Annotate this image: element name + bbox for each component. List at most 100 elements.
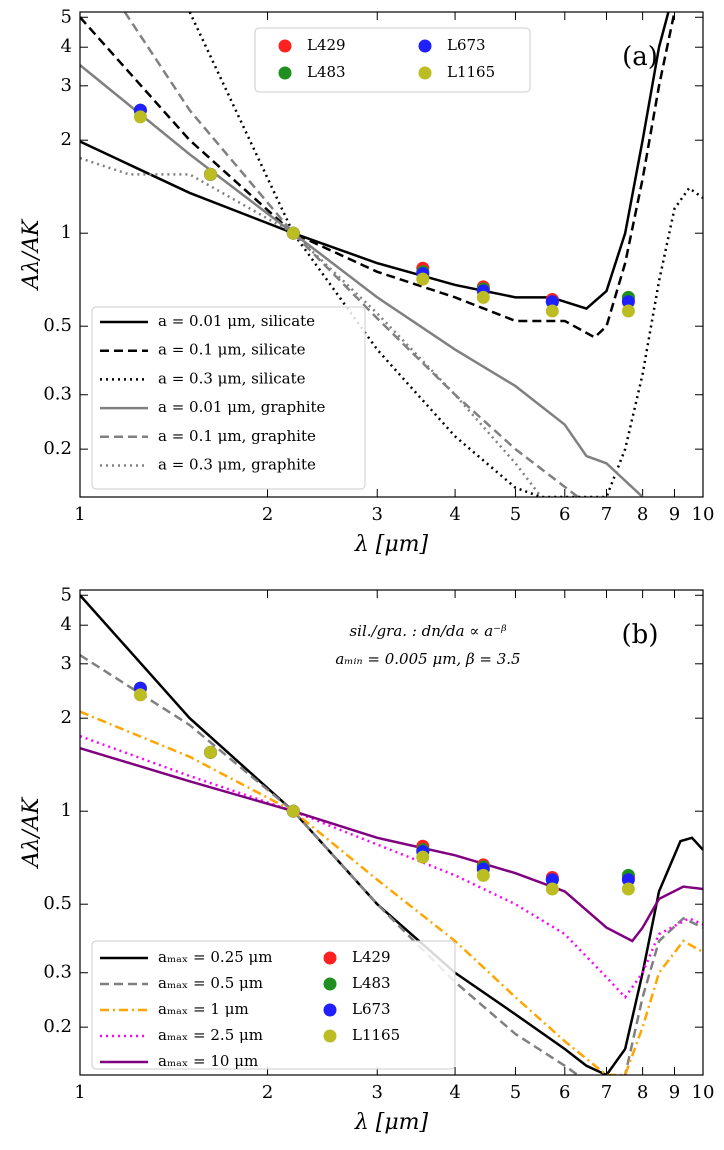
legend-box	[91, 940, 456, 1070]
data-point	[545, 304, 559, 318]
legend-label: a = 0.01 μm, graphite	[158, 398, 326, 416]
legend-label: a = 0.01 μm, silicate	[158, 312, 315, 330]
legend-marker	[418, 66, 432, 80]
x-tick-label: 9	[669, 1082, 680, 1103]
legend-label: a = 0.1 μm, silicate	[158, 341, 306, 359]
x-tick-label: 1	[74, 1082, 85, 1103]
data-point	[621, 304, 635, 318]
line-series	[188, 12, 703, 497]
annotation: aₘᵢₙ = 0.005 μm, β = 3.5	[335, 650, 520, 668]
data-point	[133, 688, 147, 702]
legend-label: aₘₐₓ = 0.5 μm	[158, 974, 263, 992]
x-axis-label: λ [μm]	[354, 1110, 429, 1135]
legend-marker	[323, 1029, 337, 1043]
data-point	[204, 745, 218, 759]
line-series	[80, 654, 703, 1075]
y-tick-label: 5	[61, 584, 72, 605]
x-tick-label: 9	[669, 504, 680, 525]
y-tick-label: 0.2	[43, 1016, 72, 1037]
panel-label: (a)	[622, 42, 658, 72]
legend-label: aₘₐₓ = 1 μm	[158, 1000, 249, 1018]
legend-marker	[323, 951, 337, 965]
legend-marker	[278, 39, 292, 53]
y-tick-label: 4	[61, 614, 72, 635]
data-point	[286, 226, 300, 240]
legend-label: a = 0.3 μm, silicate	[158, 369, 306, 387]
data-point	[133, 110, 147, 124]
y-tick-label: 1	[61, 222, 72, 243]
x-axis-label: λ [μm]	[354, 532, 429, 557]
y-tick-label: 3	[61, 75, 72, 96]
x-tick-label: 8	[637, 1082, 648, 1103]
y-tick-label: 4	[61, 36, 72, 57]
legend-label: L1165	[447, 63, 495, 81]
legend-label: aₘₐₓ = 0.25 μm	[158, 948, 273, 966]
y-tick-label: 3	[61, 653, 72, 674]
x-tick-label: 7	[601, 1082, 612, 1103]
x-tick-label: 3	[372, 1082, 383, 1103]
panel: 1 2 3 4 5 6 7 8 9 10 0.2 0.3 0.5 1 2 3 4 5 λ [μm] Aλ/AK (b) s…	[19, 584, 714, 1135]
y-tick-label: 0.2	[43, 438, 72, 459]
x-tick-label: 7	[601, 504, 612, 525]
legend-label: L483	[307, 63, 346, 81]
legend-label: L483	[352, 974, 391, 992]
legend-marker	[418, 39, 432, 53]
legend-box	[254, 27, 531, 93]
x-tick-label: 4	[449, 504, 460, 525]
x-tick-label: 8	[637, 504, 648, 525]
x-tick-label: 1	[74, 504, 85, 525]
data-point	[545, 873, 559, 887]
y-tick-label: 0.3	[43, 962, 72, 983]
x-tick-label: 5	[510, 1082, 521, 1103]
y-axis-label: Aλ/AK	[19, 218, 44, 291]
legend-marker	[323, 1003, 337, 1017]
data-point	[286, 804, 300, 818]
plot-area	[80, 594, 703, 1075]
legend-label: aₘₐₓ = 2.5 μm	[158, 1026, 263, 1044]
legend-box	[91, 306, 366, 490]
data-point	[545, 295, 559, 309]
data-point	[545, 882, 559, 896]
legend-label: L673	[447, 36, 486, 54]
line-series	[80, 746, 703, 943]
y-tick-label: 0.5	[43, 893, 72, 914]
plot-area	[80, 12, 703, 497]
data-point	[416, 850, 430, 864]
frame	[79, 589, 704, 1076]
line-series	[80, 734, 703, 1000]
y-tick-label: 5	[61, 6, 72, 27]
x-tick-label: 10	[692, 1082, 715, 1103]
legend-marker	[278, 66, 292, 80]
data-point	[621, 295, 635, 309]
data-point	[416, 272, 430, 286]
frame	[79, 11, 704, 498]
x-tick-label: 2	[262, 504, 273, 525]
y-tick-label: 0.5	[43, 315, 72, 336]
y-axis-label: Aλ/AK	[19, 796, 44, 869]
line-series	[123, 12, 579, 497]
annotation: sil./gra. : dn/da ∝ a⁻ᵝ	[349, 622, 507, 640]
legend-label: a = 0.1 μm, graphite	[158, 427, 316, 445]
legend-marker	[323, 977, 337, 991]
y-tick-label: 0.3	[43, 384, 72, 405]
data-point	[204, 167, 218, 181]
legend-label: a = 0.3 μm, graphite	[158, 456, 316, 474]
x-tick-label: 5	[510, 504, 521, 525]
data-point	[621, 873, 635, 887]
line-series	[80, 594, 703, 1075]
y-tick-label: 2	[61, 707, 72, 728]
x-tick-label: 10	[692, 504, 715, 525]
panel: 1 2 3 4 5 6 7 8 9 10 0.2 0.3 0.5 1 2 3 4 5 λ [μm] Aλ/AK (a) L…	[19, 6, 714, 557]
data-point	[621, 882, 635, 896]
x-tick-label: 4	[449, 1082, 460, 1103]
line-series	[80, 12, 676, 339]
line-series	[80, 156, 543, 497]
legend-label: L1165	[352, 1026, 400, 1044]
line-series	[80, 64, 644, 497]
x-tick-label: 3	[372, 504, 383, 525]
legend-label: L429	[307, 36, 346, 54]
y-tick-label: 1	[61, 800, 72, 821]
legend-label: aₘₐₓ = 10 μm	[158, 1052, 258, 1070]
panel-label: (b)	[622, 620, 659, 650]
